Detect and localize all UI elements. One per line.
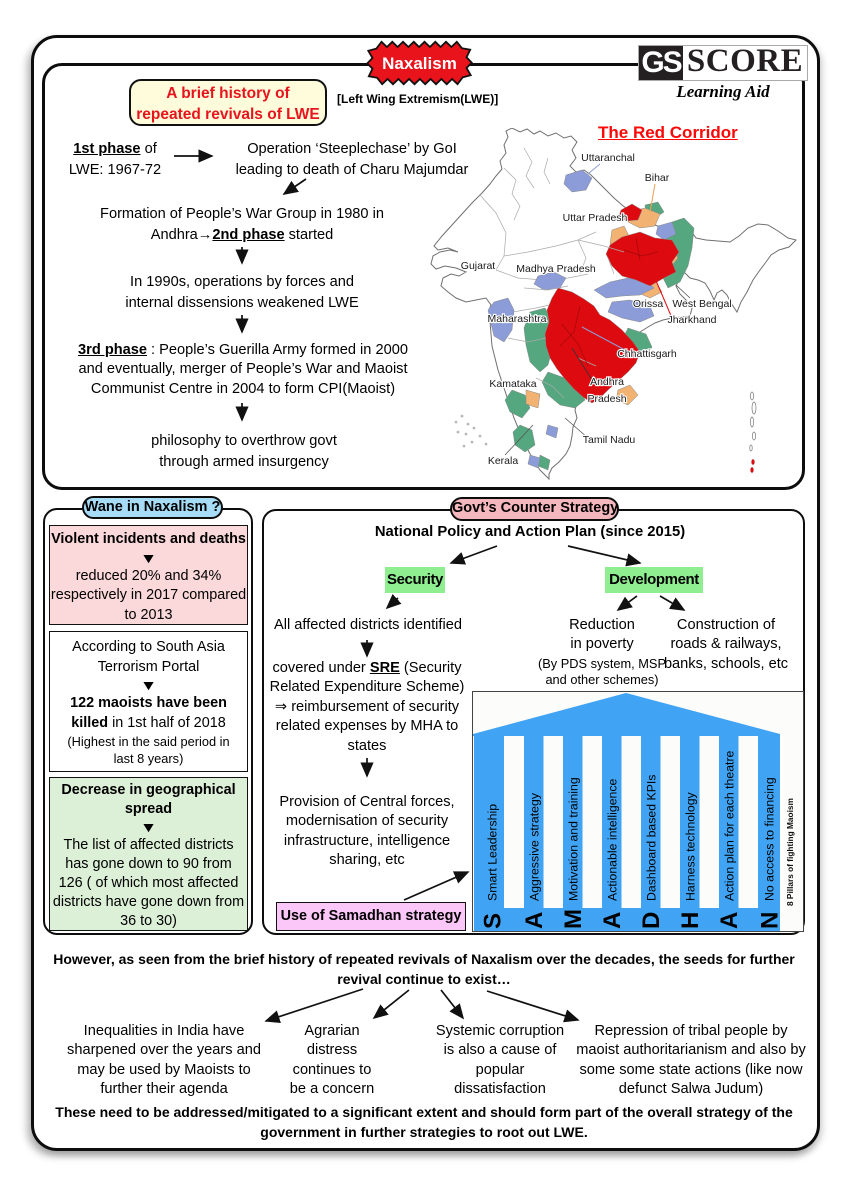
- svg-text:Madhya Pradesh: Madhya Pradesh: [516, 263, 596, 275]
- svg-text:Uttaranchal: Uttaranchal: [581, 152, 635, 164]
- svg-text:A: A: [521, 912, 548, 929]
- svg-text:Kamataka: Kamataka: [489, 378, 536, 390]
- svg-text:8 Pillars of fighting Maoism: 8 Pillars of fighting Maoism: [785, 798, 795, 906]
- svg-text:Kerala: Kerala: [488, 455, 519, 467]
- svg-text:A: A: [599, 912, 626, 929]
- svg-text:Motivation and training: Motivation and training: [566, 777, 580, 901]
- svg-text:D: D: [638, 912, 665, 929]
- svg-text:Harness technology: Harness technology: [683, 791, 697, 901]
- svg-text:A: A: [716, 912, 743, 929]
- svg-text:S: S: [480, 913, 507, 929]
- svg-text:Tamil Nadu: Tamil Nadu: [583, 434, 636, 446]
- svg-text:Bihar: Bihar: [645, 172, 670, 184]
- svg-text:Dashboard based KPIs: Dashboard based KPIs: [644, 775, 658, 901]
- svg-text:Chhattisgarh: Chhattisgarh: [617, 348, 677, 360]
- svg-text:Pradesh: Pradesh: [587, 393, 626, 405]
- svg-text:Maharashtra: Maharashtra: [488, 313, 547, 325]
- svg-text:Action plan for each theatre: Action plan for each theatre: [722, 750, 736, 901]
- svg-text:Aggressive strategy: Aggressive strategy: [527, 792, 541, 901]
- svg-text:No access to financing: No access to financing: [763, 777, 777, 901]
- svg-text:Naxalism: Naxalism: [382, 54, 457, 73]
- svg-text:H: H: [677, 912, 704, 929]
- svg-text:Uttar Pradesh: Uttar Pradesh: [563, 212, 628, 224]
- svg-text:Andhra: Andhra: [590, 376, 624, 388]
- svg-text:Jharkhand: Jharkhand: [667, 314, 716, 326]
- svg-text:West Bengal: West Bengal: [672, 298, 731, 310]
- svg-text:Orissa: Orissa: [633, 298, 663, 310]
- svg-text:Gujarat: Gujarat: [461, 260, 496, 272]
- svg-text:N: N: [757, 912, 784, 929]
- svg-text:M: M: [560, 909, 587, 929]
- svg-text:Actionable intelligence: Actionable intelligence: [605, 778, 619, 901]
- svg-text:Smart Leadership: Smart Leadership: [486, 804, 500, 901]
